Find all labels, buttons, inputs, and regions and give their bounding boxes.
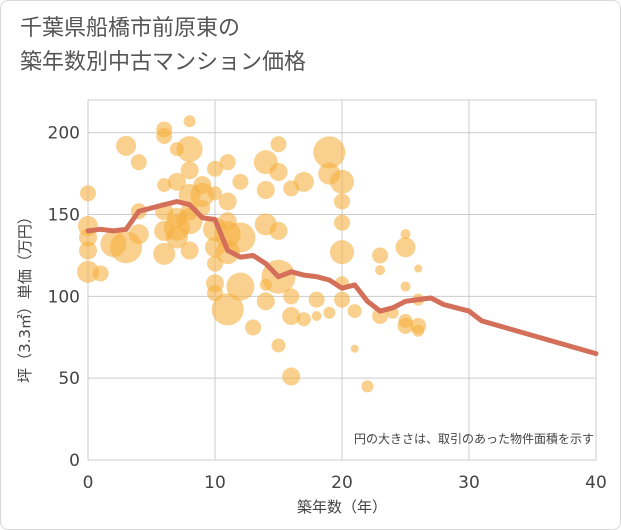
size-annotation: 円の大きさは、取引のあった物件面積を示す xyxy=(354,431,594,446)
data-point xyxy=(190,182,215,207)
data-point xyxy=(400,229,411,240)
x-tick-label: 0 xyxy=(83,473,94,493)
data-point xyxy=(116,135,137,156)
data-point xyxy=(130,154,147,171)
data-point xyxy=(282,307,301,325)
data-point xyxy=(211,293,244,326)
data-point xyxy=(80,185,96,202)
data-point xyxy=(282,367,301,386)
data-point xyxy=(400,281,411,292)
data-point xyxy=(180,241,199,260)
data-point xyxy=(395,237,416,258)
data-point xyxy=(183,115,196,128)
data-point xyxy=(334,214,350,231)
y-tick-label: 0 xyxy=(69,451,80,471)
data-point xyxy=(361,380,374,393)
data-point xyxy=(270,136,287,153)
y-tick-label: 150 xyxy=(48,206,80,226)
data-point xyxy=(225,222,256,253)
data-point xyxy=(219,154,236,171)
tick-labels: 0 10 20 30 40 0 50 100 150 200 xyxy=(48,124,607,493)
trend-layer xyxy=(85,199,599,357)
data-point xyxy=(157,178,172,193)
data-point xyxy=(330,240,354,265)
data-point xyxy=(334,291,350,308)
data-point xyxy=(293,171,314,192)
y-tick-label: 100 xyxy=(48,287,80,307)
data-point xyxy=(271,338,286,353)
data-point xyxy=(283,288,300,305)
chart-title: 千葉県船橋市前原東の 築年数別中古マンション価格 xyxy=(20,12,306,80)
data-point xyxy=(77,260,99,283)
chart-title-line2: 築年数別中古マンション価格 xyxy=(20,50,307,75)
x-tick-label: 10 xyxy=(204,473,226,493)
data-point xyxy=(412,324,425,337)
data-point xyxy=(218,192,237,211)
data-point xyxy=(207,160,223,177)
data-point xyxy=(330,169,354,194)
data-point xyxy=(153,242,176,265)
data-point xyxy=(323,306,336,319)
data-point xyxy=(311,311,322,321)
x-tick-label: 40 xyxy=(585,473,607,493)
data-point xyxy=(397,317,414,334)
data-point xyxy=(269,221,288,240)
data-point xyxy=(347,304,362,319)
data-point xyxy=(128,224,149,245)
data-point xyxy=(208,186,222,201)
x-tick-label: 20 xyxy=(331,473,353,493)
x-axis-title: 築年数（年） xyxy=(297,498,387,516)
y-tick-label: 200 xyxy=(48,124,80,144)
data-point xyxy=(375,265,386,276)
data-point xyxy=(232,173,249,190)
chart-title-line1: 千葉県船橋市前原東の xyxy=(20,16,241,41)
data-point xyxy=(176,136,203,163)
x-tick-label: 30 xyxy=(458,473,480,493)
data-point xyxy=(313,136,346,169)
y-axis-title: 坪（3.3㎡）単価（万円） xyxy=(16,209,34,383)
data-point xyxy=(334,193,350,210)
data-point xyxy=(269,163,288,181)
data-point xyxy=(296,312,311,327)
data-point xyxy=(180,161,199,180)
data-point xyxy=(308,291,325,308)
data-point xyxy=(79,228,97,247)
data-point xyxy=(350,344,359,353)
data-point xyxy=(256,181,275,199)
data-point xyxy=(226,272,255,301)
data-point xyxy=(256,292,275,311)
data-point xyxy=(156,128,173,144)
data-point xyxy=(92,265,109,282)
trend-line xyxy=(85,199,599,357)
data-point xyxy=(79,241,97,260)
data-point xyxy=(165,226,188,249)
y-tick-label: 50 xyxy=(58,369,80,389)
data-point xyxy=(414,264,423,273)
data-point xyxy=(167,172,186,191)
bubbles xyxy=(77,115,427,393)
data-point xyxy=(372,247,389,264)
data-point xyxy=(245,319,262,336)
